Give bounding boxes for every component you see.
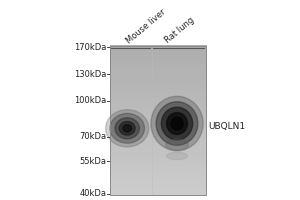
Ellipse shape (167, 113, 188, 134)
Text: UBQLN1: UBQLN1 (208, 122, 246, 131)
Text: 40kDa: 40kDa (80, 189, 106, 198)
Ellipse shape (106, 110, 149, 147)
Text: 100kDa: 100kDa (74, 96, 106, 105)
Ellipse shape (161, 107, 193, 140)
Ellipse shape (119, 121, 135, 135)
Ellipse shape (166, 139, 188, 150)
Ellipse shape (156, 102, 198, 145)
Ellipse shape (123, 125, 131, 132)
Bar (110, 46, 206, 195)
Text: 130kDa: 130kDa (74, 70, 106, 79)
Ellipse shape (167, 152, 188, 160)
Ellipse shape (171, 117, 183, 130)
Ellipse shape (110, 113, 145, 143)
Text: 170kDa: 170kDa (74, 43, 106, 52)
Text: 55kDa: 55kDa (80, 157, 106, 166)
Ellipse shape (115, 118, 140, 139)
Text: Mouse liver: Mouse liver (125, 7, 168, 45)
Ellipse shape (151, 96, 203, 151)
Text: Rat lung: Rat lung (164, 16, 196, 45)
Text: 70kDa: 70kDa (80, 132, 106, 141)
